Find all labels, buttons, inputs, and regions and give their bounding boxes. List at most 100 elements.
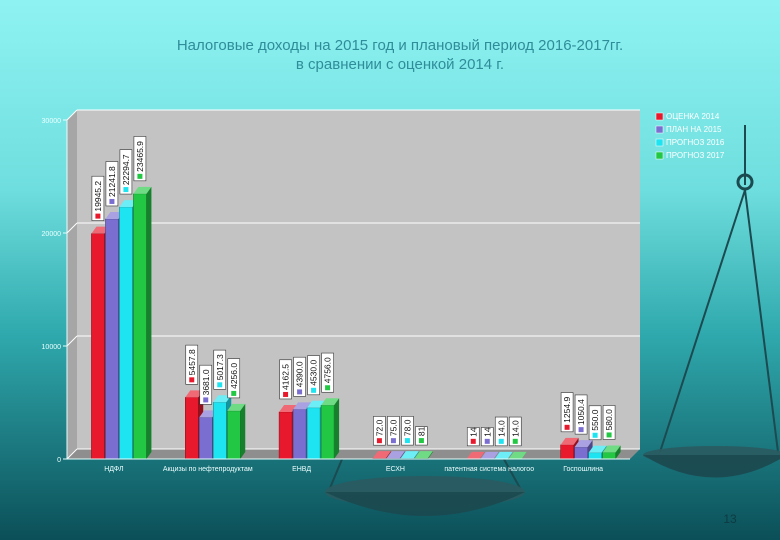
- slide-title-line-1: Налоговые доходы на 2015 год и плановый …: [176, 37, 624, 54]
- data-label-marker: [203, 397, 209, 403]
- data-label-text: 14.0: [496, 420, 506, 437]
- data-label: 3681.0: [199, 364, 213, 405]
- legend-swatch: [655, 125, 664, 134]
- x-tick-label: Госпошлина: [563, 466, 603, 473]
- data-label-text: 3681.0: [201, 369, 211, 395]
- grid-lines: [66, 109, 640, 460]
- bar-top: [279, 404, 298, 412]
- bar-top: [400, 451, 419, 459]
- data-label: 4530.0: [307, 355, 320, 396]
- data-label-marker: [231, 390, 237, 396]
- data-label-marker: [512, 438, 518, 444]
- bar-side: [479, 451, 485, 459]
- data-label-box: [321, 352, 334, 393]
- data-label-text: 5017.3: [215, 354, 225, 380]
- bar-top: [466, 451, 485, 459]
- data-label-box: [508, 416, 522, 447]
- y-tick-label: 0: [57, 457, 61, 464]
- data-label-text: 580.0: [604, 409, 614, 431]
- data-label-box: [602, 405, 616, 440]
- bar-top: [574, 440, 593, 448]
- slide-title: Налоговые доходы на 2015 год и плановый …: [0, 36, 780, 74]
- bar-side: [507, 451, 513, 459]
- data-label-marker: [498, 438, 504, 444]
- bar-top: [199, 410, 218, 418]
- bar-side: [493, 451, 499, 459]
- data-label-box: [293, 356, 306, 397]
- data-label-box: [401, 416, 414, 446]
- data-label-text: 22294.7: [121, 154, 131, 185]
- bar: [185, 397, 199, 460]
- bar-top: [133, 186, 152, 194]
- data-label-text: 21241.8: [107, 166, 117, 197]
- x-tick-label: НДФЛ: [104, 466, 124, 473]
- bar-top: [119, 200, 138, 208]
- data-label: 4390.0: [293, 356, 306, 397]
- data-label-box: [91, 175, 105, 221]
- data-label-box: [466, 427, 480, 447]
- bar-top: [321, 398, 340, 406]
- back-wall: [67, 110, 640, 459]
- data-label-box: [119, 149, 133, 195]
- bar: [133, 193, 147, 460]
- data-label: 22294.7: [119, 149, 133, 195]
- bar-top: [414, 451, 433, 459]
- data-label-marker: [283, 391, 289, 397]
- data-labels: 19945.2 21241.8 22294.7 23465.9 5457.8 3681.0…: [91, 136, 616, 447]
- bar-side: [521, 451, 527, 459]
- data-label: 4256.0: [227, 358, 241, 399]
- data-label-text: 14: [482, 427, 492, 437]
- data-label-box: [307, 355, 320, 396]
- data-label: 23465.9: [133, 136, 147, 182]
- bar-side: [334, 398, 340, 459]
- data-label-marker: [297, 389, 303, 395]
- data-label-text: 19945.2: [93, 181, 103, 212]
- data-label: 1050.4: [574, 394, 588, 435]
- data-label-box: [279, 359, 292, 400]
- data-label-box: [560, 392, 574, 433]
- data-label-text: 4756.0: [323, 357, 333, 383]
- bars: [91, 186, 621, 460]
- legend: ОЦЕНКА 2014 ПЛАН НА 2015 ПРОГНОЗ 2016 ПРОГН…: [655, 112, 725, 160]
- bar-top: [508, 451, 527, 459]
- bar-top: [185, 390, 204, 398]
- y-tick-label: 20000: [42, 231, 62, 238]
- data-label-marker: [484, 438, 490, 444]
- x-tick-label: Акцизы по нефтепродуктам: [163, 466, 253, 473]
- bar: [199, 417, 213, 460]
- legend-label: ПРОГНОЗ 2016: [666, 138, 725, 147]
- data-label-text: 81: [416, 426, 426, 436]
- data-label-marker: [311, 387, 317, 393]
- bar-top: [293, 402, 312, 410]
- bar-top: [588, 445, 607, 453]
- data-label: 14: [466, 427, 480, 447]
- legend-swatch: [655, 112, 664, 121]
- bar-top: [494, 451, 513, 459]
- slide-title-line-2: в сравнении с оценкой 2014 г.: [295, 56, 505, 73]
- data-label-text: 5457.8: [187, 349, 197, 375]
- data-label-marker: [470, 438, 476, 444]
- data-label-box: [494, 416, 508, 447]
- data-label-text: 4162.5: [281, 364, 291, 390]
- data-label: 1254.9: [560, 392, 574, 433]
- data-label: 19945.2: [91, 175, 105, 221]
- grid-line: [66, 335, 78, 347]
- legend-swatch: [655, 151, 664, 160]
- data-label-text: 23465.9: [135, 141, 145, 172]
- data-label-marker: [325, 385, 331, 391]
- bar-top: [560, 437, 579, 445]
- legend-label: ОЦЕНКА 2014: [666, 112, 720, 121]
- data-label-box: [185, 344, 199, 385]
- data-label-text: 4256.0: [229, 363, 239, 389]
- bar-top: [213, 395, 232, 403]
- data-label-box: [213, 349, 227, 390]
- data-label-box: [415, 426, 428, 446]
- data-label-text: 550.0: [590, 409, 600, 431]
- x-axis: НДФЛ Акцизы по нефтепродуктам ЕНВД ЕСХН пате…: [67, 458, 630, 473]
- bar: [105, 218, 119, 460]
- bar: [278, 411, 293, 460]
- legend-label: ПРОГНОЗ 2017: [666, 151, 725, 160]
- data-label: 5017.3: [213, 349, 227, 390]
